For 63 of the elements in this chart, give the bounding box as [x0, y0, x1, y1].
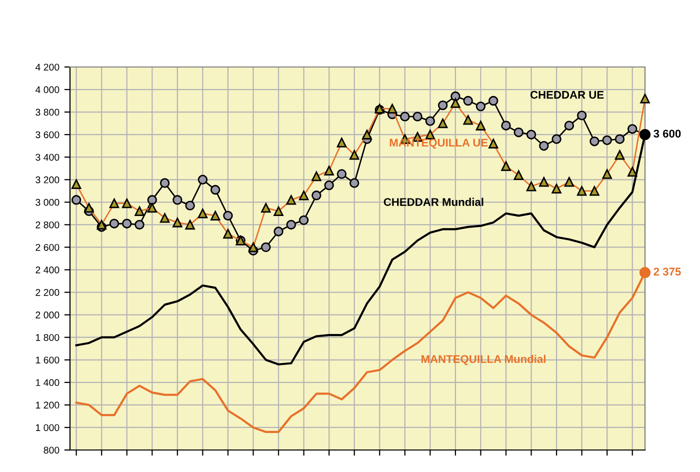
point [463, 96, 473, 106]
series-label: MANTEQUILLA Mundial [421, 354, 546, 366]
point [312, 190, 322, 200]
point [274, 226, 284, 236]
point [122, 218, 132, 228]
point [185, 200, 195, 210]
point [450, 91, 460, 102]
point [602, 135, 612, 146]
y-tick-label: 3 600 [36, 131, 60, 138]
point [400, 112, 410, 122]
y-tick-label: 1 200 [36, 402, 60, 409]
point [539, 140, 549, 151]
y-tick-label: 1 000 [36, 424, 60, 432]
point [198, 174, 208, 185]
y-tick-label: 2 600 [36, 244, 60, 251]
point [476, 102, 486, 112]
y-tick-label: 3 800 [36, 108, 60, 116]
point [438, 100, 448, 110]
point [210, 184, 220, 195]
y-tick-label: 4 200 [35, 64, 60, 71]
y-tick-label: 3 000 [36, 198, 60, 206]
point [639, 267, 651, 278]
point [412, 112, 422, 122]
data-label: 2 375 [654, 268, 681, 276]
point [564, 120, 574, 130]
point [147, 195, 158, 205]
y-tick-label: 4 000 [35, 86, 60, 94]
point [71, 195, 82, 205]
y-tick-label: 2 200 [36, 289, 60, 296]
y-tick-label: 1 800 [36, 334, 60, 341]
point [298, 215, 309, 226]
point [552, 134, 562, 144]
y-tick-label: 2 400 [36, 266, 60, 274]
point [590, 136, 600, 146]
point [501, 120, 511, 130]
y-tick-label: 1 600 [36, 356, 60, 364]
series-label: MANTEQUILLA UE [390, 138, 488, 149]
point [614, 134, 625, 144]
point [160, 178, 170, 188]
y-tick-label: 3 400 [36, 154, 60, 161]
data-label: 3 600 [654, 130, 681, 138]
series-label: CHEDDAR UE [530, 90, 604, 99]
series-label: CHEDDAR Mundial [384, 198, 484, 206]
y-tick-label: 2 000 [36, 312, 60, 318]
point [172, 195, 182, 205]
point [134, 220, 144, 230]
point [628, 124, 638, 134]
point [526, 130, 536, 140]
point [324, 180, 334, 190]
point [488, 96, 498, 106]
y-tick-label: 2 800 [36, 221, 60, 228]
point [109, 218, 120, 228]
point [286, 220, 296, 230]
y-tick-label: 1 400 [36, 379, 60, 386]
y-tick-label: 800 [44, 446, 60, 454]
point [336, 169, 347, 179]
point [576, 110, 587, 120]
point [349, 178, 360, 188]
y-tick-label: 3 200 [36, 176, 60, 184]
point [261, 242, 271, 252]
point [223, 210, 233, 221]
point [425, 116, 436, 126]
point [514, 127, 524, 138]
